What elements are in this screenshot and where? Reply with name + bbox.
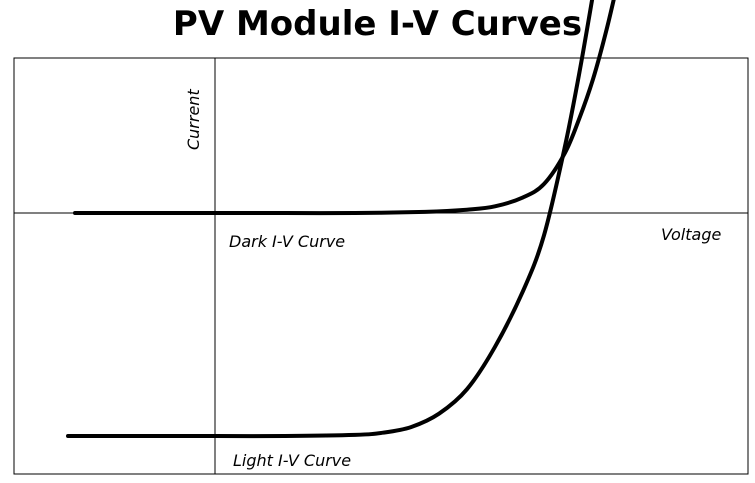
plot-frame (13, 57, 749, 475)
x-axis-label: Voltage (661, 225, 721, 244)
annotation-dark-iv: Dark I-V Curve (229, 232, 345, 251)
annotation-light-iv: Light I-V Curve (233, 451, 351, 470)
series-line-light-iv (66, 0, 595, 439)
series-line-dark-iv (73, 0, 616, 216)
chart-title: PV Module I-V Curves (172, 4, 583, 44)
y-axis-label: Current (184, 89, 203, 150)
